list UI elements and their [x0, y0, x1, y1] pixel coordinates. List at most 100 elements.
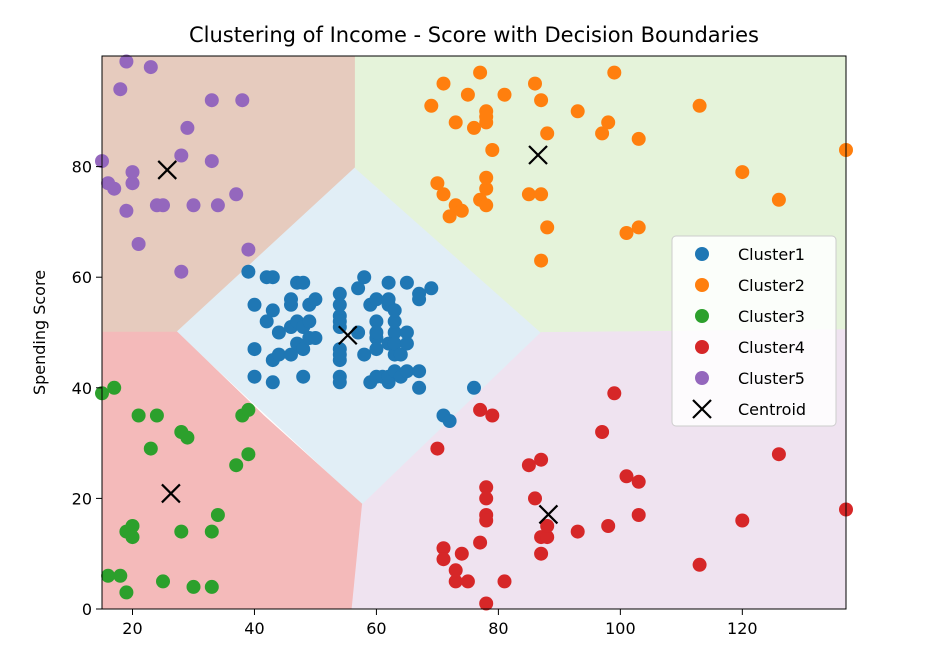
point-cluster1 — [357, 347, 372, 362]
point-cluster4 — [595, 425, 610, 439]
x-tick-label: 120 — [727, 619, 758, 638]
point-cluster1 — [247, 297, 262, 312]
y-tick-label: 40 — [72, 379, 92, 398]
point-cluster1 — [369, 314, 384, 329]
point-cluster3 — [156, 574, 170, 589]
point-cluster4 — [771, 447, 786, 462]
point-cluster4 — [479, 596, 494, 611]
point-cluster3 — [204, 579, 219, 594]
point-cluster4 — [473, 402, 488, 417]
point-cluster1 — [271, 325, 286, 340]
point-cluster1 — [284, 347, 298, 362]
point-cluster2 — [528, 76, 542, 91]
point-cluster3 — [125, 530, 140, 545]
point-cluster4 — [521, 458, 536, 473]
point-cluster1 — [332, 286, 347, 301]
point-cluster5 — [204, 93, 219, 108]
point-cluster1 — [351, 325, 366, 340]
point-cluster4 — [485, 408, 500, 423]
point-cluster4 — [479, 491, 494, 506]
point-cluster1 — [369, 342, 384, 357]
point-cluster1 — [265, 270, 280, 285]
point-cluster5 — [210, 198, 225, 213]
point-cluster4 — [540, 530, 555, 545]
point-cluster5 — [143, 60, 158, 75]
point-cluster1 — [412, 380, 427, 395]
point-cluster4 — [601, 519, 616, 533]
centroid-markers — [157, 145, 559, 525]
point-cluster4 — [436, 541, 451, 556]
legend-marker — [695, 371, 709, 385]
point-cluster2 — [430, 176, 445, 191]
x-tick-label: 80 — [488, 619, 508, 638]
x-tick-label: 100 — [605, 619, 636, 638]
point-cluster4 — [570, 524, 585, 539]
point-cluster3 — [101, 568, 116, 583]
point-cluster3 — [119, 585, 134, 600]
point-cluster5 — [180, 120, 195, 135]
point-cluster2 — [479, 109, 494, 124]
point-cluster3 — [107, 380, 122, 395]
point-cluster4 — [497, 574, 512, 589]
point-cluster4 — [631, 474, 646, 489]
point-cluster2 — [607, 65, 622, 80]
point-cluster1 — [241, 264, 256, 279]
legend-label: Cluster5 — [738, 369, 805, 388]
point-cluster2 — [448, 115, 463, 130]
x-tick-label: 20 — [122, 619, 142, 638]
plot-frame — [101, 55, 847, 610]
point-cluster1 — [399, 275, 414, 290]
point-cluster2 — [619, 226, 634, 240]
point-cluster5 — [235, 93, 250, 108]
point-cluster1 — [387, 303, 402, 318]
point-cluster1 — [332, 297, 347, 312]
legend-entry: Centroid — [692, 399, 806, 419]
point-cluster5 — [174, 148, 189, 163]
point-cluster5 — [204, 154, 219, 169]
point-cluster1 — [399, 336, 414, 351]
point-cluster1 — [442, 414, 457, 428]
legend-label: Cluster4 — [738, 338, 805, 357]
y-tick-label: 20 — [72, 489, 92, 508]
centroid-marker — [157, 160, 178, 180]
point-cluster2 — [479, 170, 494, 185]
point-cluster2 — [540, 220, 555, 235]
point-cluster2 — [467, 120, 481, 135]
legend-marker — [695, 340, 709, 354]
y-tick-label: 0 — [82, 600, 92, 619]
point-cluster4 — [735, 513, 750, 528]
point-cluster1 — [308, 331, 323, 345]
point-cluster2 — [460, 87, 475, 102]
point-cluster5 — [241, 242, 256, 257]
point-cluster2 — [735, 165, 750, 180]
point-cluster1 — [412, 364, 427, 379]
point-cluster1 — [381, 292, 396, 307]
legend-entry: Cluster4 — [695, 338, 805, 357]
chart-title: Clustering of Income - Score with Decisi… — [189, 23, 759, 47]
point-cluster1 — [387, 314, 402, 329]
point-cluster3 — [131, 408, 146, 423]
point-cluster3 — [241, 447, 256, 462]
point-cluster1 — [412, 292, 427, 307]
centroid-marker — [538, 504, 559, 525]
point-cluster5 — [113, 82, 128, 97]
point-cluster3 — [204, 524, 219, 539]
point-cluster1 — [247, 369, 262, 384]
point-cluster2 — [534, 93, 549, 108]
y-axis-ticks: 0 20 40 60 80 — [72, 158, 102, 619]
legend-label: Cluster2 — [738, 276, 805, 295]
point-cluster1 — [351, 281, 366, 296]
point-cluster4 — [448, 563, 463, 578]
point-cluster1 — [259, 314, 274, 329]
y-tick-label: 80 — [72, 158, 92, 177]
point-cluster3 — [149, 408, 164, 423]
legend-marker — [695, 247, 709, 261]
point-cluster1 — [265, 303, 280, 318]
point-cluster1 — [467, 380, 481, 395]
point-cluster4 — [607, 386, 622, 401]
point-cluster4 — [479, 513, 494, 528]
point-cluster5 — [119, 54, 134, 69]
point-cluster2 — [473, 65, 488, 80]
legend-marker — [695, 278, 709, 292]
point-cluster4 — [436, 552, 451, 567]
